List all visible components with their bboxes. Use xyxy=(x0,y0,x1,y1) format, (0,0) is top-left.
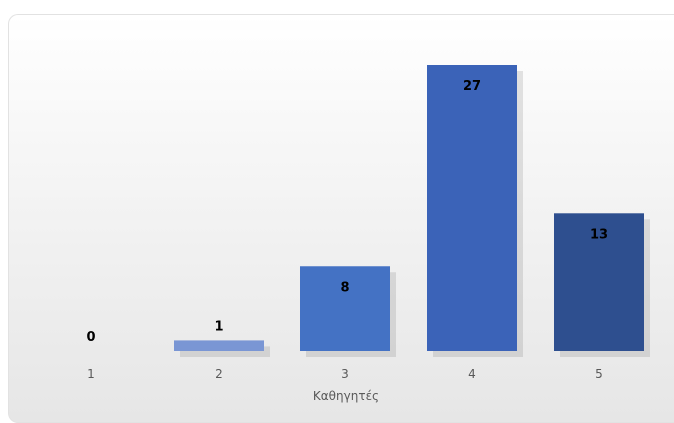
bar-5 xyxy=(554,213,644,351)
x-tick-4: 4 xyxy=(468,367,476,381)
x-tick-3: 3 xyxy=(341,367,349,381)
tick-label-group: 1 2 3 4 5 xyxy=(87,367,603,381)
x-tick-5: 5 xyxy=(595,367,603,381)
data-label-5: 13 xyxy=(590,227,608,242)
data-label-3: 8 xyxy=(340,280,349,295)
bar-group xyxy=(174,65,650,357)
x-axis-title: Καθηγητές xyxy=(313,389,379,403)
data-label-4: 27 xyxy=(463,79,481,94)
bar-shadow xyxy=(180,346,270,357)
x-tick-1: 1 xyxy=(87,367,95,381)
bar-2 xyxy=(174,340,264,351)
data-label-1: 0 xyxy=(86,330,95,345)
bar-3 xyxy=(300,266,390,351)
data-label-2: 1 xyxy=(214,319,223,334)
bar-4 xyxy=(427,65,517,351)
value-label-group: 0 1 8 27 13 xyxy=(86,79,608,345)
x-tick-2: 2 xyxy=(215,367,223,381)
